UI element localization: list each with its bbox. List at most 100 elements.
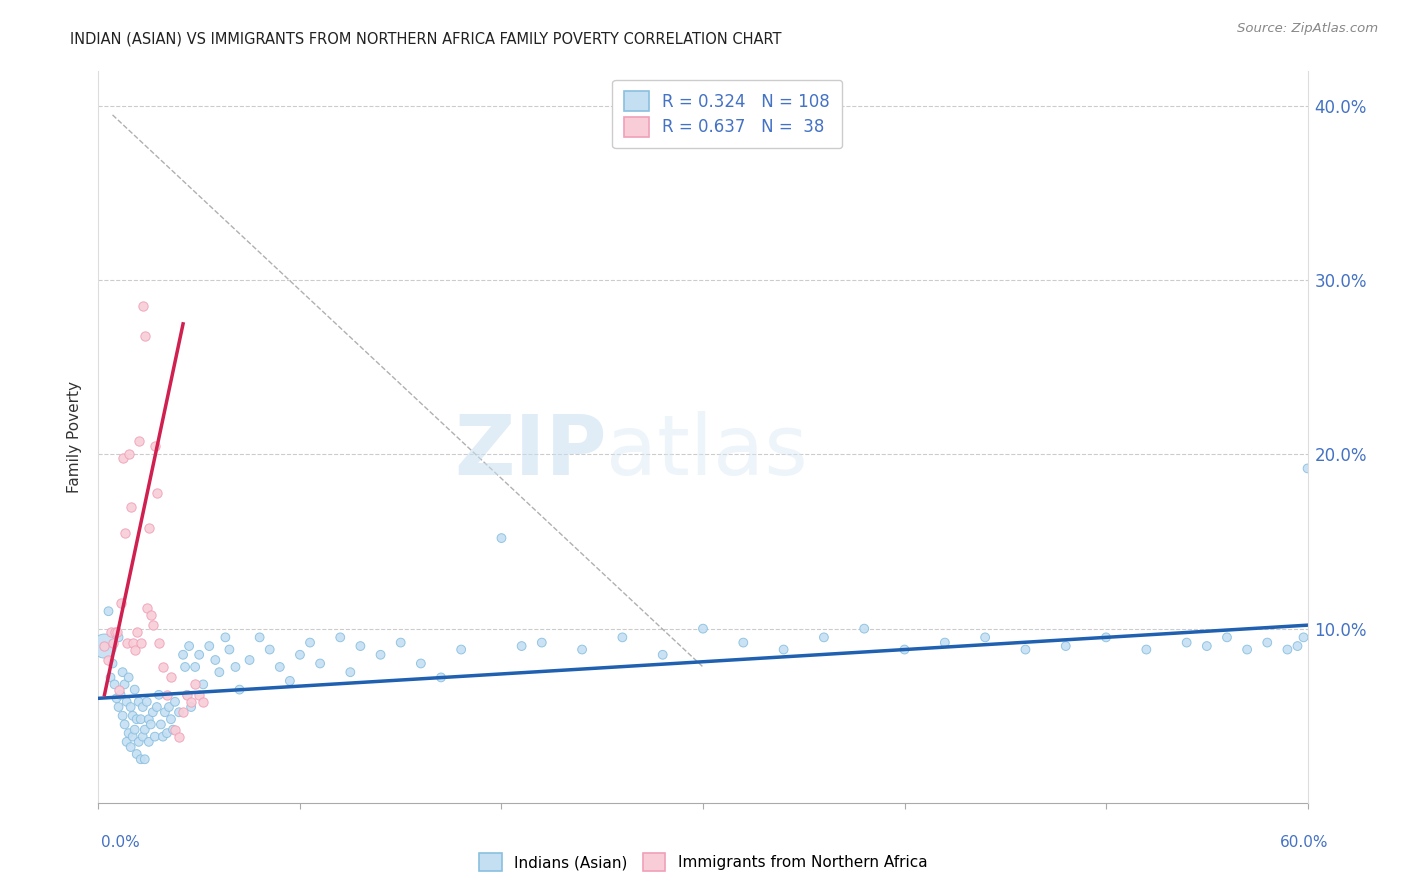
Point [163, 695, 186, 709]
Point [142, 705, 165, 719]
Point [370, 648, 392, 662]
Point [167, 705, 190, 719]
Point [138, 521, 160, 535]
Point [172, 705, 194, 719]
Point [180, 695, 202, 709]
Point [124, 723, 146, 737]
Legend: Indians (Asian), Immigrants from Northern Africa: Indians (Asian), Immigrants from Norther… [472, 847, 934, 877]
Text: Source: ZipAtlas.com: Source: ZipAtlas.com [1237, 22, 1378, 36]
Point [111, 665, 134, 680]
Point [139, 607, 162, 622]
Point [110, 595, 132, 609]
Point [132, 730, 155, 744]
Point [172, 648, 194, 662]
Point [135, 600, 157, 615]
Point [409, 657, 432, 671]
Point [1095, 631, 1118, 645]
Point [103, 625, 125, 640]
Point [853, 622, 876, 636]
Point [974, 631, 997, 645]
Point [97, 604, 120, 618]
Point [110, 688, 132, 702]
Point [450, 642, 472, 657]
Point [157, 700, 180, 714]
Point [128, 434, 150, 448]
Point [180, 700, 202, 714]
Point [228, 682, 250, 697]
Point [160, 670, 183, 684]
Point [813, 631, 835, 645]
Point [299, 635, 322, 649]
Point [105, 625, 128, 640]
Point [1195, 639, 1218, 653]
Point [121, 708, 143, 723]
Point [893, 642, 915, 657]
Point [134, 723, 156, 737]
Point [93, 639, 115, 653]
Point [129, 635, 152, 649]
Point [121, 635, 143, 649]
Point [146, 485, 169, 500]
Point [278, 673, 301, 688]
Point [288, 648, 311, 662]
Point [120, 700, 142, 714]
Point [208, 665, 231, 680]
Point [101, 635, 124, 649]
Point [129, 712, 152, 726]
Point [167, 730, 190, 744]
Point [153, 705, 176, 719]
Point [93, 639, 115, 653]
Point [571, 642, 593, 657]
Point [132, 700, 155, 714]
Point [100, 625, 122, 640]
Point [138, 712, 160, 726]
Point [125, 747, 148, 761]
Point [124, 682, 146, 697]
Point [269, 660, 291, 674]
Point [934, 635, 956, 649]
Point [174, 660, 197, 674]
Point [114, 525, 136, 540]
Point [224, 660, 246, 674]
Text: 0.0%: 0.0% [101, 836, 141, 850]
Point [148, 635, 170, 649]
Point [198, 639, 221, 653]
Point [1292, 631, 1315, 645]
Point [1014, 642, 1036, 657]
Point [124, 642, 146, 657]
Point [143, 730, 166, 744]
Point [146, 700, 169, 714]
Point [309, 657, 332, 671]
Point [107, 682, 129, 697]
Point [651, 648, 673, 662]
Point [105, 691, 128, 706]
Point [114, 677, 136, 691]
Point [510, 639, 533, 653]
Point [188, 648, 211, 662]
Text: INDIAN (ASIAN) VS IMMIGRANTS FROM NORTHERN AFRICA FAMILY POVERTY CORRELATION CHA: INDIAN (ASIAN) VS IMMIGRANTS FROM NORTHE… [70, 31, 782, 46]
Point [134, 752, 156, 766]
Point [733, 635, 755, 649]
Point [115, 635, 138, 649]
Point [530, 635, 553, 649]
Point [1286, 639, 1309, 653]
Point [1175, 635, 1198, 649]
Point [128, 695, 150, 709]
Point [125, 712, 148, 726]
Point [430, 670, 453, 684]
Point [149, 717, 172, 731]
Point [111, 708, 134, 723]
Text: ZIP: ZIP [454, 411, 606, 492]
Point [1296, 461, 1319, 475]
Point [103, 677, 125, 691]
Point [128, 735, 150, 749]
Point [339, 665, 361, 680]
Legend: R = 0.324   N = 108, R = 0.637   N =  38: R = 0.324 N = 108, R = 0.637 N = 38 [613, 79, 842, 148]
Point [125, 625, 148, 640]
Point [389, 635, 412, 649]
Point [118, 448, 141, 462]
Point [121, 730, 143, 744]
Point [184, 660, 207, 674]
Point [135, 695, 157, 709]
Point [1135, 642, 1157, 657]
